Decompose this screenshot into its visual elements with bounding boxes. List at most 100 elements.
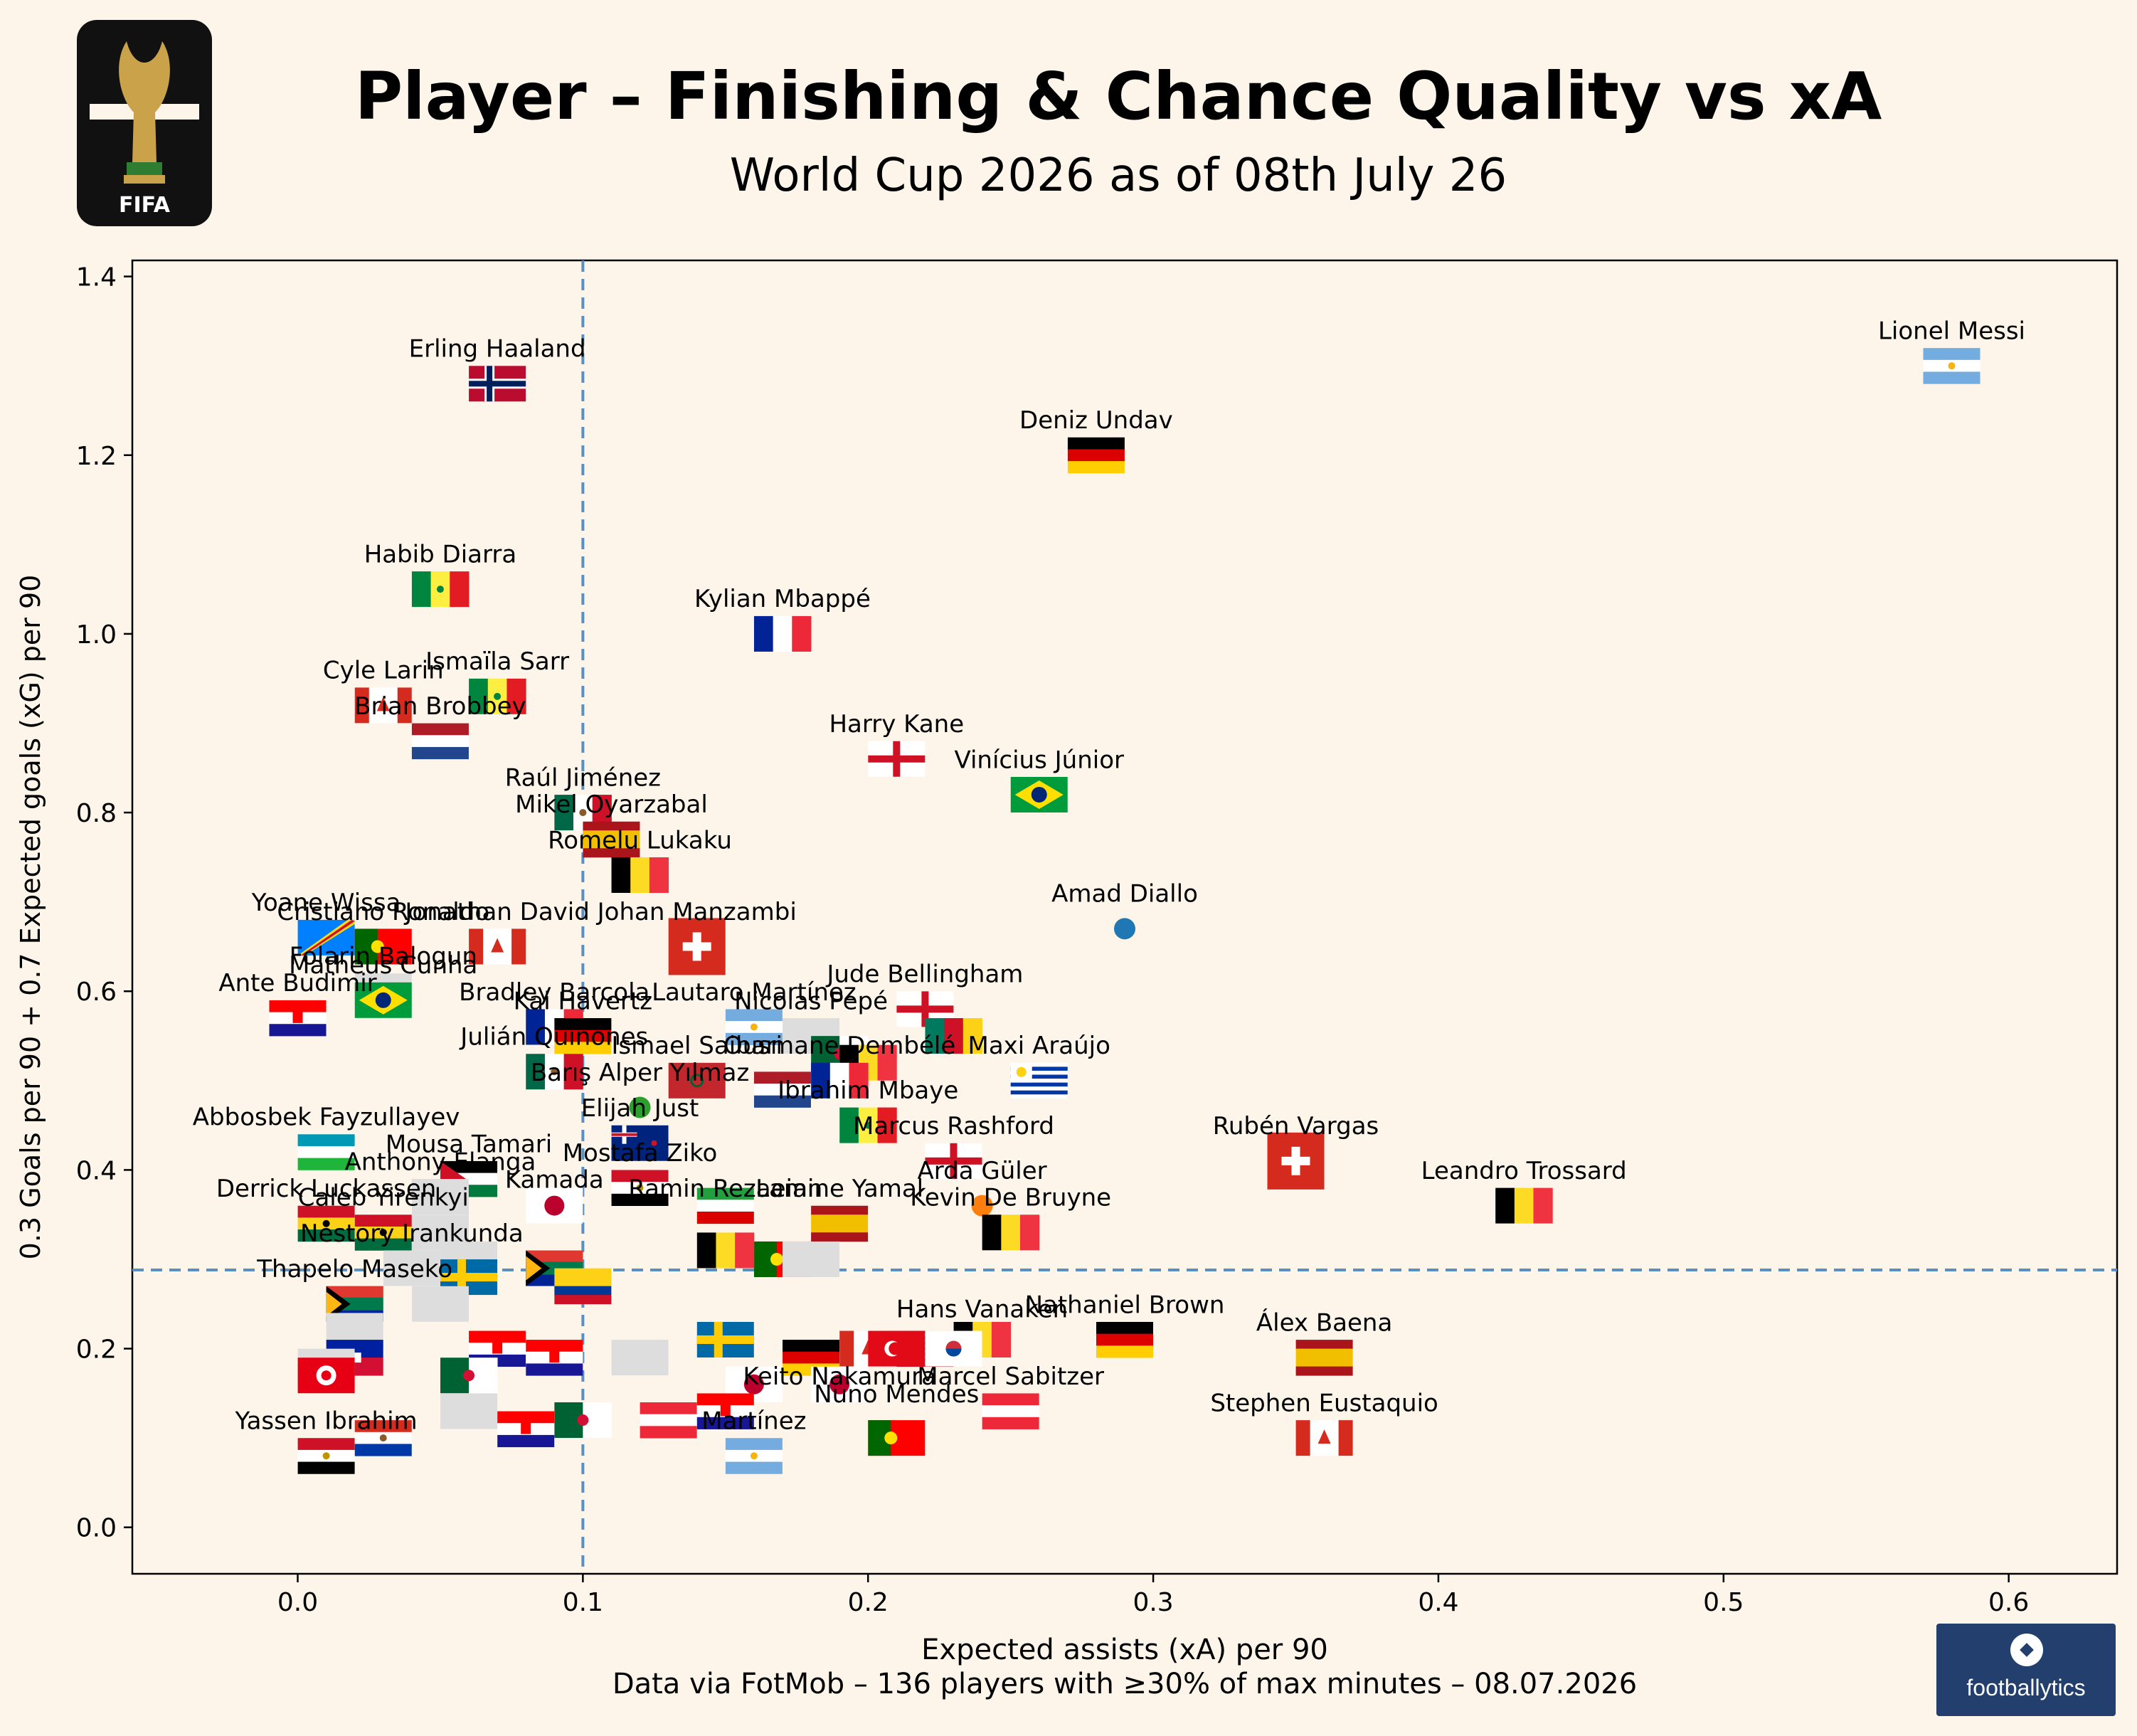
x-axis-caption: Expected assists (xA) per 90: [921, 1634, 1328, 1666]
player-name-label: Cristiano Ronaldo: [277, 898, 489, 926]
player-flag-marker: [411, 571, 470, 608]
player-name-label: Jonathan David: [403, 898, 589, 926]
player-flag-marker: [925, 1018, 982, 1054]
x-tick-label: 0.3: [1133, 1588, 1173, 1617]
player-name-label: Nathaniel Brown: [1025, 1291, 1225, 1319]
player-flag-marker: [868, 741, 926, 777]
footballytics-logo: footballytics: [1936, 1624, 2116, 1716]
player-name-label: Thapelo Maseko: [256, 1255, 452, 1284]
player-name-label: Elijah Just: [581, 1094, 699, 1123]
footballytics-logo-text: footballytics: [1966, 1675, 2086, 1700]
player-flag-marker: [811, 1366, 869, 1402]
player-flag-marker: [896, 991, 954, 1027]
player-flag-marker: [297, 919, 355, 956]
player-name-label: Derrick Luckassen: [216, 1175, 437, 1203]
player-flag-marker: [1067, 437, 1125, 474]
player-name-label: Hans Vanaken: [896, 1296, 1068, 1324]
player-flag-marker: [611, 857, 669, 893]
player-name-label: Mousa Tamari: [386, 1130, 552, 1158]
player-name-label: Kylian Mbappé: [694, 585, 871, 613]
player-flag-marker: [411, 723, 469, 760]
player-flag-marker: [925, 1143, 982, 1179]
player-flag-marker: [971, 1195, 993, 1217]
player-flag-marker: [811, 1205, 869, 1242]
player-name-label: Martínez: [701, 1407, 806, 1436]
y-tick-label: 0.6: [76, 978, 117, 1007]
player-name-label: Lionel Messi: [1878, 317, 2025, 346]
player-name-label: Johan Manzambi: [596, 898, 797, 926]
player-name-label: Nuno Mendes: [814, 1380, 979, 1409]
player-flag-marker: [1114, 918, 1135, 940]
player-name-label: Jude Bellingham: [825, 960, 1023, 989]
player-flag-marker: [526, 1054, 583, 1090]
player-flag-marker: [383, 1250, 440, 1286]
player-name-label: Kamada: [505, 1166, 604, 1195]
player-flag-marker: [297, 1357, 355, 1394]
player-name-label: Cyle Larin: [323, 657, 444, 685]
player-name-label: Leandro Trossard: [1421, 1157, 1627, 1185]
plot-frame: [131, 259, 2119, 1575]
player-flag-marker: [629, 1096, 651, 1118]
y-tick-label: 1.4: [76, 263, 117, 292]
football-icon: [2010, 1634, 2043, 1666]
player-flag-marker: [839, 1107, 897, 1143]
player-name-label: Habib Diarra: [364, 540, 516, 568]
player-flag-marker: [668, 918, 726, 975]
player-name-label: Marcel Sabitzer: [917, 1362, 1104, 1391]
player-name-label: Yoane Wissa: [251, 889, 401, 917]
player-flag-marker: [725, 1366, 783, 1402]
y-axis-label: 0.3 Goals per 90 + 0.7 Expected goals (x…: [15, 575, 46, 1260]
x-tick-label: 0.0: [277, 1588, 318, 1617]
player-flag-marker: [696, 1232, 755, 1269]
player-flag-marker: [1096, 1321, 1153, 1358]
player-name-label: Brian Brobbey: [354, 692, 526, 721]
fifa-logo-text: FIFA: [119, 193, 171, 218]
player-name-label: Amad Diallo: [1051, 880, 1198, 909]
player-name-label: Folarin Balogun: [290, 943, 477, 971]
player-flag-marker: [1923, 348, 1980, 384]
player-flag-marker: [269, 1000, 327, 1037]
player-flag-marker: [640, 1402, 697, 1439]
y-tick-label: 0.2: [76, 1335, 117, 1365]
y-tick-label: 0.0: [76, 1514, 117, 1543]
player-name-label: Kai Havertz: [514, 987, 652, 1015]
player-name-label: Harry Kane: [829, 710, 964, 739]
player-flag-marker: [326, 1286, 383, 1322]
player-flag-marker: [696, 1393, 754, 1429]
player-flag-marker: [1295, 1340, 1353, 1376]
player-flag-marker: [668, 1062, 726, 1099]
player-name-label: Kevin De Bruyne: [910, 1184, 1111, 1212]
chart-subtitle: World Cup 2026 as of 08th July 26: [729, 149, 1507, 202]
player-name-label: Nestory Irankunda: [300, 1219, 524, 1248]
x-tick-label: 0.5: [1703, 1588, 1744, 1617]
player-flag-marker: [696, 1187, 754, 1224]
player-flag-marker: [554, 1402, 612, 1439]
player-flag-marker: [297, 1205, 355, 1242]
player-flag-marker: [753, 615, 812, 652]
player-flag-marker: [1495, 1187, 1553, 1224]
player-flag-marker: [526, 1187, 583, 1224]
player-name-label: Ante Budimir: [218, 969, 376, 997]
player-name-label: Anthony Elanga: [345, 1148, 536, 1176]
player-flag-marker: [526, 1340, 583, 1376]
player-name-label: Mikel Oyarzabal: [515, 790, 708, 819]
player-flag-marker: [554, 1268, 612, 1305]
player-name-label: Ramin Rezaeian: [628, 1175, 822, 1203]
player-flag-marker: [611, 1340, 669, 1376]
player-flag-marker: [411, 1179, 469, 1215]
player-name-label: Ousmane Dembélé: [723, 1032, 955, 1060]
y-tick-label: 0.4: [76, 1156, 117, 1185]
player-name-label: Marcus Rashford: [853, 1112, 1054, 1140]
player-name-label: Vinícius Júnior: [954, 746, 1124, 774]
player-flag-marker: [469, 366, 526, 402]
x-tick-label: 0.2: [848, 1588, 889, 1617]
player-name-label: Nicolas Pépé: [734, 987, 888, 1015]
player-name-label: Abbosbek Fayzullayev: [193, 1103, 460, 1132]
player-flag-marker: [611, 1170, 669, 1207]
player-name-label: Ismael Saibari: [611, 1032, 783, 1060]
player-flag-marker: [297, 1134, 355, 1170]
player-flag-marker: [982, 1393, 1039, 1429]
player-flag-marker: [440, 1259, 498, 1296]
y-tick-label: 1.0: [76, 620, 117, 650]
